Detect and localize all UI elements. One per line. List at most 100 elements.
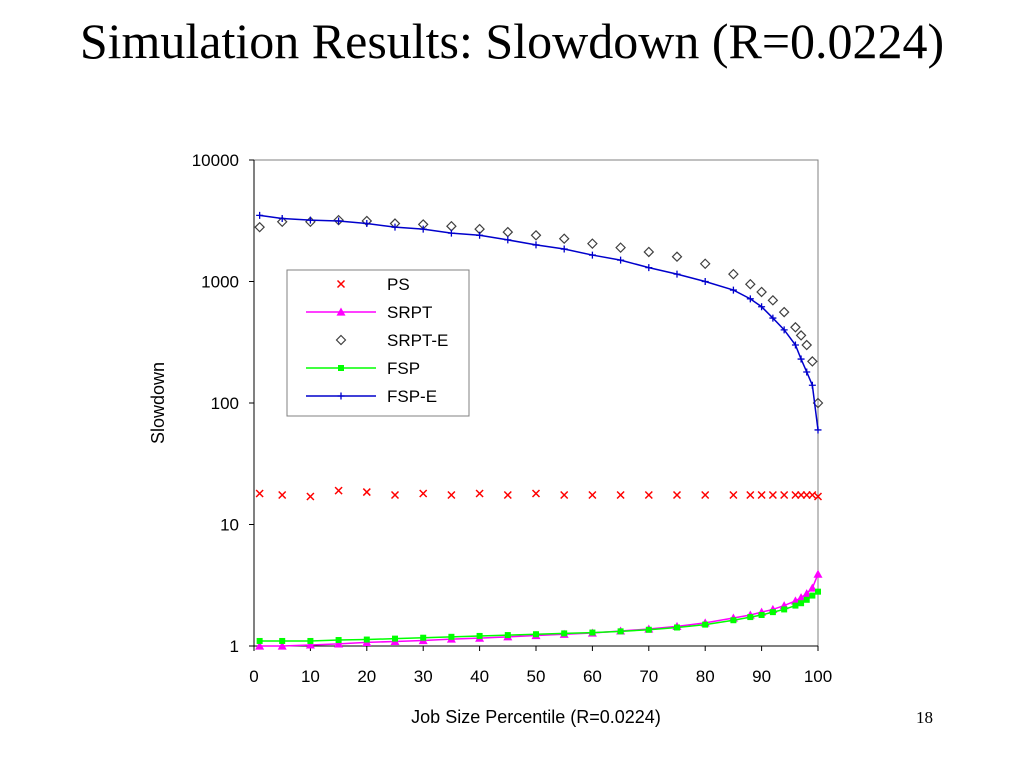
- data-point-ps: [560, 490, 569, 500]
- data-point-fsp: [730, 617, 737, 624]
- page-number: 18: [916, 708, 933, 727]
- data-point-fsp-e: [673, 270, 681, 278]
- y-axis-label: Slowdown: [148, 362, 168, 444]
- data-point-fsp-e: [504, 236, 512, 244]
- slide-title: Simulation Results: Slowdown (R=0.0224): [79, 13, 945, 69]
- x-tick-label: 100: [804, 667, 832, 686]
- data-point-srpt: [796, 593, 806, 602]
- data-point-srpt-e: [767, 294, 779, 306]
- data-point-ps: [475, 489, 484, 498]
- data-point-ps: [616, 490, 625, 500]
- data-point-ps: [278, 490, 287, 500]
- legend-marker-fsp-e: [337, 392, 345, 400]
- data-point-ps: [255, 489, 264, 498]
- data-point-ps: [780, 490, 789, 500]
- y-tick-label: 1: [230, 637, 239, 656]
- data-point-fsp-e: [791, 341, 799, 349]
- data-point-fsp-e: [256, 211, 264, 219]
- y-tick-label: 100: [211, 394, 239, 413]
- data-point-fsp-e: [746, 295, 754, 303]
- data-point-fsp: [448, 633, 455, 640]
- data-point-fsp: [335, 637, 342, 644]
- x-tick-label: 20: [357, 667, 376, 686]
- data-point-fsp: [392, 635, 398, 642]
- data-point-fsp-e: [588, 251, 596, 259]
- data-point-srpt: [802, 589, 812, 598]
- data-point-ps: [813, 492, 823, 501]
- data-point-ps: [447, 490, 456, 500]
- data-point-fsp-e: [476, 231, 484, 239]
- data-point-fsp-e: [306, 216, 314, 224]
- data-point-srpt-e: [671, 251, 683, 263]
- data-point-srpt-e: [801, 339, 813, 351]
- data-point-ps: [419, 489, 428, 498]
- data-point-fsp: [769, 609, 776, 616]
- data-point-ps: [701, 490, 710, 500]
- data-point-srpt: [305, 640, 315, 649]
- data-point-srpt-e: [744, 278, 756, 290]
- data-point-fsp-e: [363, 220, 371, 228]
- data-point-srpt: [255, 641, 265, 650]
- data-point-srpt-e: [558, 233, 570, 245]
- data-point-ps: [588, 490, 597, 500]
- data-point-ps: [390, 490, 400, 500]
- data-point-fsp-e: [560, 245, 568, 253]
- series-fsp-e: [256, 211, 822, 434]
- data-point-ps: [672, 490, 682, 500]
- data-point-fsp-e: [447, 229, 455, 237]
- data-point-ps: [644, 490, 653, 500]
- data-point-fsp-e: [532, 241, 540, 249]
- data-point-fsp: [561, 630, 568, 637]
- data-point-ps: [746, 490, 755, 500]
- data-point-fsp-e: [797, 355, 805, 363]
- data-point-ps: [334, 486, 343, 495]
- data-point-srpt-e: [530, 229, 542, 241]
- data-point-srpt: [277, 641, 287, 650]
- data-point-ps: [503, 490, 512, 500]
- data-point-fsp: [256, 637, 263, 644]
- series-fsp: [256, 588, 821, 644]
- legend-label-ps: PS: [387, 275, 410, 294]
- y-tick-label: 1000: [201, 273, 239, 292]
- data-point-fsp: [809, 592, 816, 599]
- data-point-fsp-e: [701, 278, 709, 285]
- data-point-srpt-e: [502, 226, 514, 238]
- data-point-ps: [768, 490, 777, 500]
- x-tick-label: 70: [639, 667, 658, 686]
- data-point-fsp: [533, 631, 539, 638]
- data-point-fsp-e: [814, 426, 822, 434]
- data-point-srpt-e: [790, 321, 801, 333]
- data-point-ps: [531, 489, 541, 498]
- data-point-ps: [362, 488, 371, 497]
- data-point-srpt-e: [333, 214, 344, 226]
- data-point-fsp-e: [335, 217, 343, 225]
- data-point-fsp-e: [780, 326, 788, 334]
- x-tick-label: 50: [527, 667, 546, 686]
- legend-label-srpt-e: SRPT-E: [387, 331, 448, 350]
- data-point-srpt-e: [587, 238, 598, 249]
- legend-box: [286, 269, 470, 417]
- data-point-fsp-e: [758, 303, 766, 311]
- data-point-fsp-e: [769, 314, 777, 322]
- x-tick-label: 0: [249, 667, 258, 686]
- x-ticks: 0 10 20 30 40 50 60 70 80 90 100: [249, 646, 832, 686]
- data-point-srpt: [807, 583, 817, 592]
- data-point-srpt-e: [778, 306, 790, 318]
- data-point-fsp: [420, 634, 427, 641]
- legend-marker-srpt: [336, 307, 346, 316]
- x-tick-label: 80: [696, 667, 715, 686]
- legend-label-srpt: SRPT: [387, 303, 432, 322]
- x-tick-label: 40: [470, 667, 489, 686]
- data-point-ps: [306, 492, 315, 501]
- data-point-fsp-e: [391, 223, 399, 231]
- data-point-fsp: [674, 624, 680, 631]
- data-point-ps: [757, 490, 766, 500]
- data-point-srpt-e: [795, 330, 807, 341]
- data-point-fsp: [792, 602, 799, 609]
- data-point-srpt-e: [699, 258, 711, 270]
- data-point-fsp-e: [645, 264, 653, 272]
- series-layer: [254, 211, 824, 650]
- series-ps: [255, 486, 823, 501]
- legend-marker-ps: [336, 279, 346, 289]
